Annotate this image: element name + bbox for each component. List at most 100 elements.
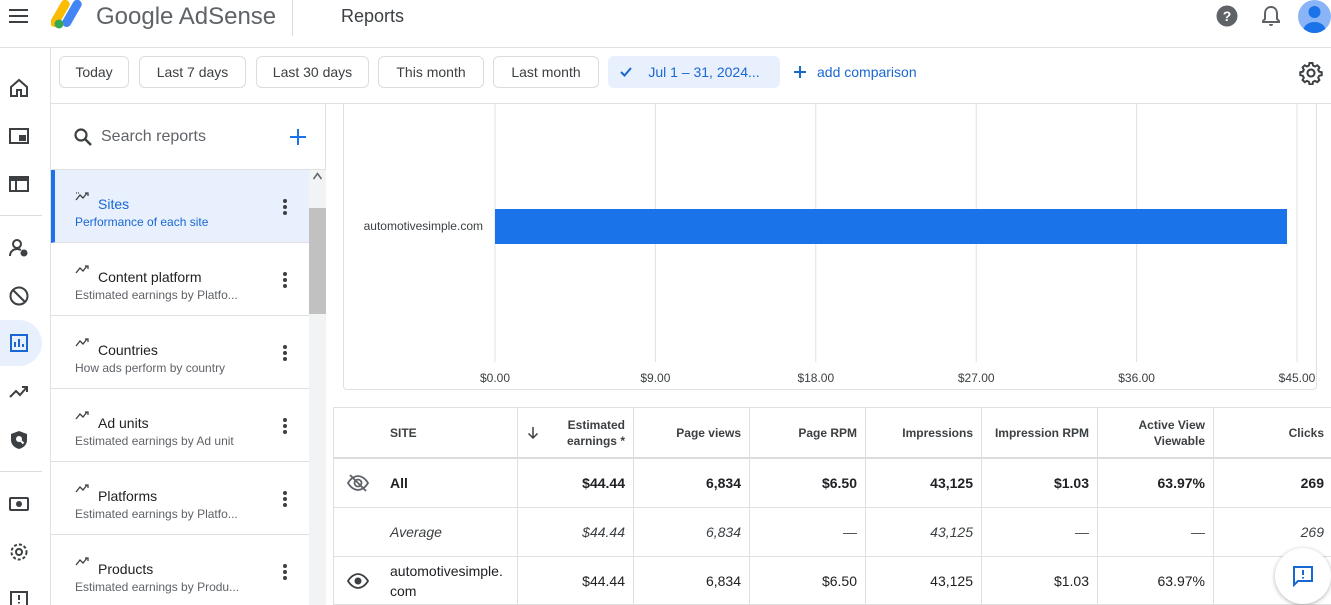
- x-tick-label: $36.00: [1118, 371, 1155, 385]
- report-item-platforms[interactable]: Platforms Estimated earnings by Platfo..…: [51, 462, 309, 535]
- check-icon: [620, 67, 632, 77]
- report-item-sites[interactable]: Sites Performance of each site: [51, 170, 309, 243]
- more-vert-icon[interactable]: [280, 343, 290, 363]
- chip-last-7-days[interactable]: Last 7 days: [139, 56, 246, 88]
- nav-policy-center[interactable]: [0, 417, 42, 463]
- table-row-all: All $44.44 6,834 $6.50 43,125 $1.03 63.9…: [334, 459, 1331, 508]
- more-vert-icon[interactable]: [280, 562, 290, 582]
- report-item-countries[interactable]: Countries How ads perform by country: [51, 316, 309, 389]
- more-vert-icon[interactable]: [280, 270, 290, 290]
- column-header-page-views[interactable]: Page views: [634, 408, 750, 458]
- column-header-estimated-earnings[interactable]: Estimated earnings *: [518, 408, 634, 458]
- chip-this-month[interactable]: This month: [378, 56, 484, 88]
- more-vert-icon[interactable]: [280, 489, 290, 509]
- x-tick-label: $0.00: [480, 371, 510, 385]
- sparkline-icon: [75, 338, 89, 347]
- more-vert-icon[interactable]: [280, 416, 290, 436]
- nav-reports[interactable]: [0, 320, 42, 366]
- sparkline-icon: [75, 265, 89, 274]
- cell-earnings: $44.44: [518, 459, 634, 508]
- cell-site: Average: [334, 508, 518, 557]
- add-report-icon[interactable]: [288, 127, 308, 147]
- column-header-impression-rpm[interactable]: Impression RPM: [982, 408, 1098, 458]
- nav-payments[interactable]: [0, 481, 42, 527]
- cell-page-rpm: $6.50: [750, 557, 866, 605]
- person-settings-icon: [9, 239, 28, 257]
- cell-page-views: 6,834: [634, 508, 750, 557]
- x-tick-label: $9.00: [640, 371, 670, 385]
- payments-icon: [9, 497, 29, 511]
- visibility-off-icon[interactable]: [347, 474, 369, 492]
- add-comparison-label: add comparison: [817, 64, 917, 80]
- cell-page-rpm: $6.50: [750, 459, 866, 508]
- feedback-button[interactable]: [1275, 548, 1331, 604]
- bar[interactable]: [495, 209, 1288, 244]
- nav-ads[interactable]: [0, 113, 42, 159]
- arrow-down-icon: [527, 427, 539, 440]
- nav-feedback[interactable]: [0, 577, 42, 605]
- x-tick-label: $18.00: [797, 371, 834, 385]
- more-vert-icon[interactable]: [280, 197, 290, 217]
- chevron-up-icon[interactable]: [313, 172, 322, 180]
- report-item-content-platform[interactable]: Content platform Estimated earnings by P…: [51, 243, 309, 316]
- menu-icon[interactable]: [8, 6, 30, 28]
- scrollbar[interactable]: [309, 170, 326, 605]
- report-subtitle: Estimated earnings by Ad unit: [75, 434, 234, 448]
- add-comparison-button[interactable]: add comparison: [793, 56, 917, 88]
- search-input[interactable]: [101, 126, 281, 148]
- user-icon: [1303, 6, 1326, 33]
- cell-clicks: 269: [1300, 524, 1324, 540]
- cell-impression-rpm: $1.03: [982, 557, 1098, 605]
- feedback-icon: [1293, 566, 1313, 587]
- selected-date-label: Jul 1 – 31, 2024...: [648, 64, 760, 80]
- report-item-products[interactable]: Products Estimated earnings by Produ...: [51, 535, 309, 605]
- reports-icon: [10, 334, 28, 352]
- search-icon: [74, 128, 92, 146]
- nav-privacy[interactable]: [0, 225, 42, 271]
- cell-page-views: 6,834: [634, 557, 750, 605]
- nav-optimization[interactable]: [0, 369, 42, 415]
- cell-impressions: 43,125: [866, 459, 982, 508]
- table-row-average: Average $44.44 6,834 — 43,125 — — 269: [334, 508, 1331, 557]
- svg-text:?: ?: [1223, 8, 1232, 24]
- x-tick-label: $45.00: [1279, 371, 1316, 385]
- nav-home[interactable]: [0, 65, 42, 111]
- nav-divider: [0, 215, 42, 216]
- settings-icon[interactable]: [1299, 61, 1323, 85]
- nav-account[interactable]: [0, 529, 42, 575]
- nav-blocking-controls[interactable]: [0, 273, 42, 319]
- column-header-clicks[interactable]: Clicks: [1288, 426, 1324, 440]
- category-label: automotivesimple.com: [364, 219, 483, 233]
- column-header-active-view-viewable[interactable]: Active View Viewable: [1098, 408, 1214, 458]
- help-icon[interactable]: ?: [1216, 5, 1238, 27]
- chip-last-30-days[interactable]: Last 30 days: [256, 56, 369, 88]
- home-icon: [10, 78, 28, 97]
- chip-today[interactable]: Today: [59, 56, 129, 88]
- report-item-ad-units[interactable]: Ad units Estimated earnings by Ad unit: [51, 389, 309, 462]
- nav-sites[interactable]: [0, 161, 42, 207]
- block-icon: [9, 286, 29, 306]
- cell-page-rpm: —: [750, 508, 866, 557]
- cell-active-view: 63.97%: [1098, 459, 1214, 508]
- notifications-icon[interactable]: [1260, 5, 1282, 27]
- scrollbar-thumb[interactable]: [309, 208, 326, 314]
- report-title: Content platform: [98, 269, 202, 285]
- chip-selected-date-range[interactable]: Jul 1 – 31, 2024...: [608, 56, 780, 88]
- shield-icon: [11, 431, 27, 449]
- column-header-impressions[interactable]: Impressions: [866, 408, 982, 458]
- ads-icon: [9, 128, 29, 144]
- divider: [292, 0, 293, 36]
- report-subtitle: Performance of each site: [75, 215, 209, 229]
- chart: $0.00 $9.00 $18.00 $27.00 $36.00 $45.00 automo…: [343, 104, 1317, 390]
- gear-icon: [10, 543, 28, 561]
- column-header-page-rpm[interactable]: Page RPM: [750, 408, 866, 458]
- cell-impressions: 43,125: [866, 508, 982, 557]
- column-header-site[interactable]: SITE: [334, 408, 539, 458]
- avatar[interactable]: [1298, 0, 1331, 33]
- cell-impression-rpm: $1.03: [982, 459, 1098, 508]
- cell-site[interactable]: automotivesimple. com: [334, 557, 518, 605]
- chip-last-month[interactable]: Last month: [493, 56, 599, 88]
- visibility-icon[interactable]: [347, 573, 369, 589]
- report-title: Products: [98, 561, 154, 577]
- report-table: SITE Estimated earnings * Page views Pag…: [333, 407, 1331, 605]
